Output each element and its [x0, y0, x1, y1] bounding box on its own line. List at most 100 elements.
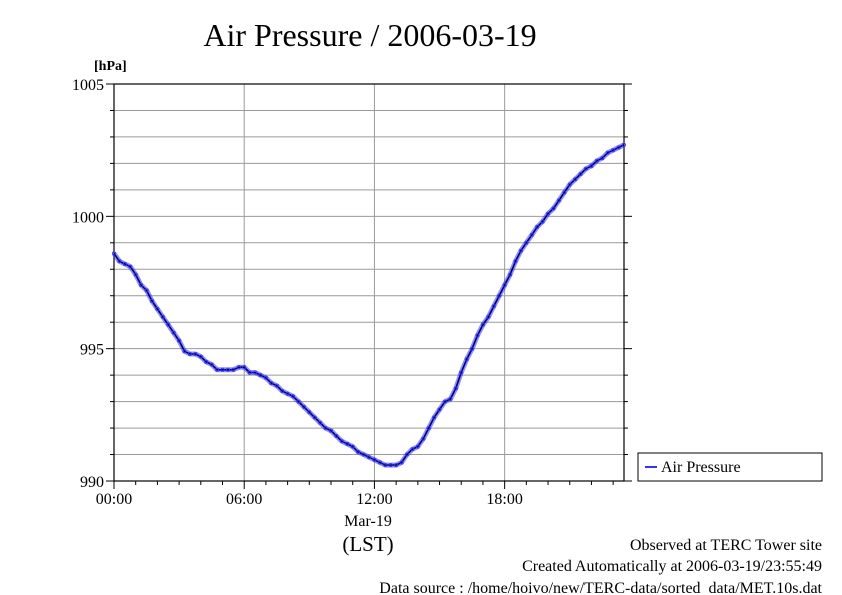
- data-point-air-pressure: [350, 444, 355, 449]
- data-point-air-pressure: [616, 145, 621, 150]
- data-point-air-pressure: [225, 367, 230, 372]
- data-point-air-pressure: [546, 211, 551, 216]
- data-point-air-pressure: [573, 177, 578, 182]
- data-point-air-pressure: [182, 349, 187, 354]
- data-point-air-pressure: [258, 373, 263, 378]
- data-point-air-pressure: [280, 388, 285, 393]
- x-tick-label: 00:00: [96, 491, 132, 508]
- data-point-air-pressure: [372, 457, 377, 462]
- x-tick-label: 06:00: [226, 491, 262, 508]
- data-point-air-pressure: [540, 219, 545, 224]
- data-point-air-pressure: [263, 375, 268, 380]
- data-point-air-pressure: [594, 158, 599, 163]
- data-point-air-pressure: [301, 404, 306, 409]
- data-point-air-pressure: [556, 198, 561, 203]
- legend: Air Pressure: [637, 452, 823, 482]
- data-point-air-pressure: [388, 463, 393, 468]
- data-point-air-pressure: [247, 370, 252, 375]
- chart-title: Air Pressure / 2006-03-19: [203, 17, 536, 53]
- data-point-air-pressure: [480, 322, 485, 327]
- data-point-air-pressure: [524, 240, 529, 245]
- grid-lines: [114, 84, 624, 481]
- data-point-air-pressure: [366, 455, 371, 460]
- data-point-air-pressure: [529, 232, 534, 237]
- footer-observed-at: Observed at TERC Tower site: [630, 537, 822, 554]
- data-point-air-pressure: [377, 460, 382, 465]
- data-point-air-pressure: [242, 365, 247, 370]
- data-point-air-pressure: [356, 449, 361, 454]
- data-point-air-pressure: [128, 264, 133, 269]
- data-point-air-pressure: [470, 346, 475, 351]
- footer-data-source: Data source : /home/hoivo/new/TERC-data/…: [379, 580, 822, 595]
- data-point-air-pressure: [448, 396, 453, 401]
- footer-created-at: Created Automatically at 2006-03-19/23:5…: [522, 558, 822, 575]
- data-point-air-pressure: [149, 298, 154, 303]
- x-axis-timezone-label: (LST): [342, 532, 393, 556]
- series-band-air-pressure: [111, 142, 626, 468]
- data-point-air-pressure: [318, 420, 323, 425]
- data-point-air-pressure: [421, 436, 426, 441]
- data-point-air-pressure: [139, 283, 144, 288]
- y-tick-label: 1005: [72, 77, 104, 94]
- data-point-air-pressure: [328, 428, 333, 433]
- data-point-air-pressure: [339, 439, 344, 444]
- data-point-air-pressure: [426, 426, 431, 431]
- data-point-air-pressure: [296, 399, 301, 404]
- data-point-air-pressure: [204, 359, 209, 364]
- data-point-air-pressure: [312, 415, 317, 420]
- data-point-air-pressure: [122, 261, 127, 266]
- data-point-air-pressure: [394, 463, 399, 468]
- data-point-air-pressure: [361, 452, 366, 457]
- data-point-air-pressure: [475, 333, 480, 338]
- series-line-air-pressure: [113, 144, 625, 466]
- data-point-air-pressure: [415, 444, 420, 449]
- y-axis-ticks: 990 995 1000 1005: [72, 77, 632, 491]
- plot-frame: [113, 83, 625, 482]
- legend-label-air-pressure: Air Pressure: [661, 459, 741, 476]
- data-point-air-pressure: [600, 156, 605, 161]
- data-point-air-pressure: [166, 322, 171, 327]
- data-point-air-pressure: [155, 306, 160, 311]
- data-point-air-pressure: [404, 452, 409, 457]
- series-layer: [111, 142, 627, 468]
- data-point-air-pressure: [285, 391, 290, 396]
- x-axis-ticks: 00:00 06:00 12:00 18:00: [96, 481, 614, 508]
- data-point-air-pressure: [274, 383, 279, 388]
- data-point-air-pressure: [459, 370, 464, 375]
- data-point-air-pressure: [513, 259, 518, 264]
- y-axis-unit-label: [hPa]: [94, 59, 127, 74]
- data-point-air-pressure: [410, 447, 415, 452]
- data-point-air-pressure: [215, 367, 220, 372]
- data-point-air-pressure: [584, 166, 589, 171]
- data-point-air-pressure: [209, 362, 214, 367]
- data-point-air-pressure: [453, 386, 458, 391]
- data-point-air-pressure: [231, 367, 236, 372]
- data-point-air-pressure: [171, 330, 176, 335]
- data-point-air-pressure: [117, 259, 122, 264]
- data-point-air-pressure: [193, 351, 198, 356]
- data-point-air-pressure: [442, 399, 447, 404]
- data-point-air-pressure: [383, 463, 388, 468]
- data-point-air-pressure: [177, 338, 182, 343]
- data-point-air-pressure: [133, 272, 138, 277]
- data-point-air-pressure: [464, 357, 469, 362]
- y-tick-label: 990: [80, 474, 104, 491]
- data-point-air-pressure: [562, 190, 567, 195]
- y-tick-label: 995: [80, 342, 104, 359]
- x-tick-label: 12:00: [356, 491, 392, 508]
- data-point-air-pressure: [345, 441, 350, 446]
- data-point-air-pressure: [508, 272, 513, 277]
- legend-box: [637, 452, 823, 482]
- data-point-air-pressure: [497, 293, 502, 298]
- data-point-air-pressure: [399, 460, 404, 465]
- x-tick-label: 18:00: [486, 491, 522, 508]
- data-point-air-pressure: [486, 314, 491, 319]
- data-point-air-pressure: [112, 251, 117, 256]
- x-axis-date-label: Mar-19: [344, 513, 392, 530]
- data-point-air-pressure: [323, 426, 328, 431]
- data-point-air-pressure: [622, 142, 627, 147]
- data-point-air-pressure: [144, 288, 149, 293]
- data-point-air-pressure: [611, 148, 616, 153]
- data-point-air-pressure: [160, 314, 165, 319]
